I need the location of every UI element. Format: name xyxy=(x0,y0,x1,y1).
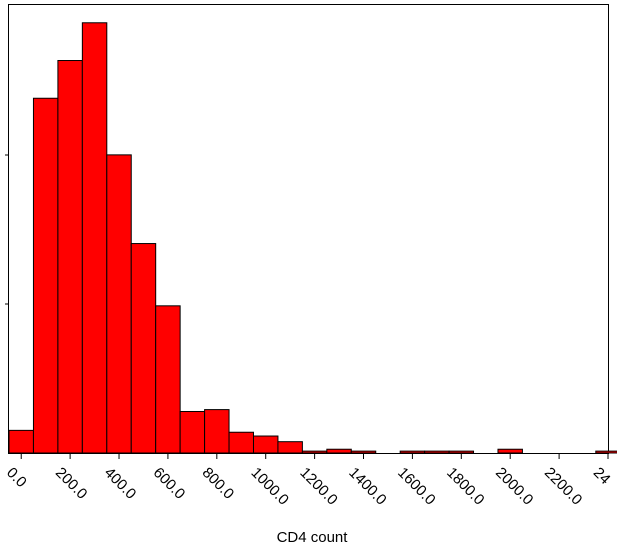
histogram-bar xyxy=(399,450,426,454)
histogram-bar xyxy=(497,448,523,454)
x-tick-label: 1400.0 xyxy=(345,464,389,508)
y-axis-ticks xyxy=(5,154,9,305)
x-tick-label: 800.0 xyxy=(199,464,238,503)
histogram-bar xyxy=(130,243,157,454)
x-tick-label: 1600.0 xyxy=(394,464,438,508)
bars-group xyxy=(8,22,617,454)
histogram-bar xyxy=(277,441,303,454)
x-axis-title: CD4 count xyxy=(277,529,349,546)
histogram-bar xyxy=(32,97,59,454)
x-tick-label: 600.0 xyxy=(150,464,189,503)
histogram-bar xyxy=(179,410,206,454)
histogram-bar xyxy=(350,450,377,454)
x-tick-label: 400.0 xyxy=(101,464,140,503)
histogram-bar xyxy=(595,450,617,454)
x-tick-label: 1000.0 xyxy=(248,464,292,508)
x-tick-label: 1800.0 xyxy=(443,464,487,508)
histogram-bar xyxy=(155,305,181,454)
x-tick-label: 0.0 xyxy=(3,464,30,491)
x-tick-label: 2200.0 xyxy=(541,464,585,508)
histogram-bar xyxy=(8,429,34,454)
histogram-bar xyxy=(228,431,254,454)
histogram-bar xyxy=(301,450,328,454)
x-axis-ticks: 0.0 200.0 400.0 600.0 800.0 1000.0 1200.0 1400.… xyxy=(3,453,614,509)
histogram-bar xyxy=(448,450,475,454)
histogram-bar xyxy=(57,60,83,454)
x-tick-label: 24 xyxy=(590,464,614,488)
x-tick-label: 200.0 xyxy=(52,464,91,503)
histogram-bar xyxy=(424,450,450,454)
histogram-bar xyxy=(252,435,279,454)
histogram-bar xyxy=(81,22,108,454)
histogram-bar xyxy=(326,448,352,454)
histogram-bar xyxy=(106,154,132,454)
histogram-bar xyxy=(204,409,230,454)
x-tick-label: 1200.0 xyxy=(296,464,340,508)
x-tick-label: 2000.0 xyxy=(492,464,536,508)
